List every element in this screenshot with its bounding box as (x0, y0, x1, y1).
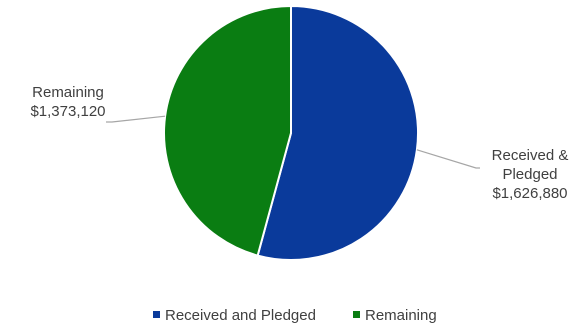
legend-swatch-remaining (353, 311, 360, 318)
pie-slice-received-and-pledged (256, 4, 419, 261)
legend: Received and Pledged Remaining (153, 307, 437, 324)
data-label-remaining: Remaining $1,373,120 (30, 84, 105, 120)
data-label-received-and-pledged: Received & Pledged $1,626,880 (492, 147, 569, 202)
legend-label-received-and-pledged: Received and Pledged (165, 307, 316, 324)
data-labels: Received & Pledged $1,626,880 Remaining $1,3… (30, 84, 568, 202)
leader-line-received-and-pledged (416, 149, 480, 169)
leader-lines (106, 115, 480, 169)
legend-item-remaining: Remaining (353, 307, 437, 324)
legend-swatch-received-and-pledged (153, 311, 160, 318)
legend-item-received-and-pledged: Received and Pledged (153, 307, 316, 324)
legend-label-remaining: Remaining (365, 307, 437, 324)
pie-slices (163, 4, 419, 261)
leader-line-remaining (106, 115, 166, 123)
pie-slice-remaining (163, 4, 292, 257)
